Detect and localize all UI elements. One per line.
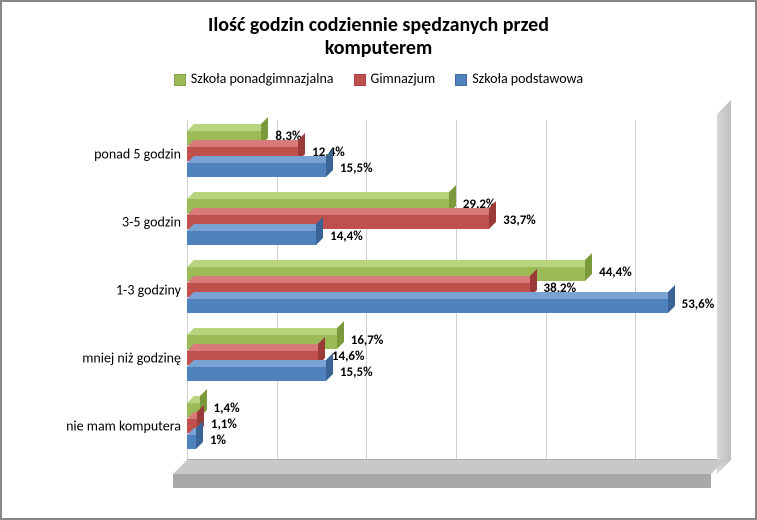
bar-value-label: 15,5%	[340, 365, 373, 380]
bar-front	[187, 299, 668, 313]
bar-group: 29,2%33,7%14,4%	[187, 199, 725, 267]
bar-front	[187, 435, 196, 449]
legend-swatch	[354, 74, 366, 86]
bar-group: 8,3%12,4%15,5%	[187, 131, 725, 199]
bar-group: 44,4%38,2%53,6%	[187, 267, 725, 335]
bar-top	[187, 140, 305, 147]
bar-value-label: 15,5%	[340, 161, 373, 176]
bar-top	[187, 224, 323, 231]
bar: 1%	[187, 435, 196, 449]
bar-value-label: 33,7%	[503, 213, 536, 228]
bars-container: 8,3%12,4%15,5%29,2%33,7%14,4%44,4%38,2%5…	[187, 120, 725, 460]
bar-side	[489, 201, 496, 229]
bar-value-label: 1,1%	[211, 417, 237, 432]
bar-top	[187, 328, 344, 335]
bar-value-label: 16,7%	[351, 333, 384, 348]
category-label: nie mam komputera	[66, 418, 181, 435]
bar-top	[187, 192, 456, 199]
bar-top	[187, 276, 537, 283]
bar-top	[187, 124, 268, 131]
legend-label: Gimnazjum	[371, 70, 436, 87]
bar: 15,5%	[187, 367, 326, 381]
bar-value-label: 14,6%	[332, 349, 365, 364]
legend-item: Gimnazjum	[354, 70, 436, 87]
floor-front	[173, 474, 711, 488]
bar-top	[187, 208, 496, 215]
bar-side	[196, 421, 203, 449]
bar-front	[187, 231, 316, 245]
bar-value-label: 1%	[210, 433, 226, 448]
category-label: 1-3 godziny	[116, 282, 181, 299]
bar-side	[316, 217, 323, 245]
bar-side	[585, 253, 592, 281]
legend-item: Szkoła podstawowa	[455, 70, 583, 87]
bar-top	[187, 344, 325, 351]
bar-front	[187, 163, 326, 177]
bar-top	[187, 360, 333, 367]
chart-title-line1: Ilość godzin codziennie spędzanych przed	[42, 14, 715, 37]
bar-front	[187, 367, 326, 381]
chart-title: Ilość godzin codziennie spędzanych przed…	[2, 2, 755, 64]
plot-area: ponad 5 godzin 3-5 godzin 1-3 godziny mniej…	[32, 120, 725, 488]
legend-label: Szkoła ponadgimnazjalna	[191, 70, 334, 87]
bar-value-label: 1,4%	[214, 401, 240, 416]
chart-frame: Ilość godzin codziennie spędzanych przed…	[0, 0, 757, 520]
bar-value-label: 53,6%	[682, 297, 715, 312]
legend: Szkoła ponadgimnazjalna Gimnazjum Szkoła p…	[2, 64, 755, 97]
y-axis-labels: ponad 5 godzin 3-5 godzin 1-3 godziny mniej…	[32, 120, 187, 488]
bar-side	[668, 285, 675, 313]
bar: 53,6%	[187, 299, 668, 313]
bar-top	[187, 260, 592, 267]
bar-value-label: 14,4%	[330, 229, 363, 244]
bar-group: 16,7%14,6%15,5%	[187, 335, 725, 403]
bar-top	[187, 156, 333, 163]
legend-label: Szkoła podstawowa	[472, 70, 583, 87]
category-label: 3-5 godzin	[122, 214, 181, 231]
bar-top	[187, 292, 675, 299]
bar: 15,5%	[187, 163, 326, 177]
legend-swatch	[174, 74, 186, 86]
legend-swatch	[455, 74, 467, 86]
plot-3d: 8,3%12,4%15,5%29,2%33,7%14,4%44,4%38,2%5…	[187, 120, 725, 488]
category-label: ponad 5 godzin	[94, 146, 181, 163]
bar-value-label: 44,4%	[599, 265, 632, 280]
category-label: mniej niż godzinę	[82, 350, 181, 367]
chart-title-line2: komputerem	[42, 37, 715, 60]
legend-item: Szkoła ponadgimnazjalna	[174, 70, 334, 87]
bar: 14,4%	[187, 231, 316, 245]
bar-side	[326, 149, 333, 177]
bar-group: 1,4%1,1%1%	[187, 403, 725, 471]
bar-side	[326, 353, 333, 381]
